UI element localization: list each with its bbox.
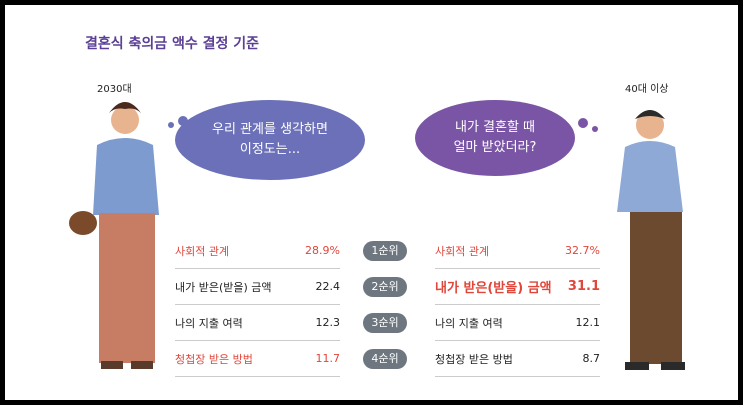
rank-badge: 4순위 — [363, 349, 407, 369]
row-label: 나의 지출 여력 — [435, 316, 503, 330]
rank-row: 내가 받은(받을) 금액 22.4 — [175, 269, 340, 305]
rank-badge: 1순위 — [363, 241, 407, 261]
bubble-dot — [168, 122, 174, 128]
row-label: 내가 받은(받을) 금액 — [175, 280, 272, 294]
bubble-dot — [592, 126, 598, 132]
rank-row: 나의 지출 여력 12.3 — [175, 305, 340, 341]
bubble-line: 얼마 받았더라? — [453, 140, 537, 155]
row-value: 11.7 — [315, 352, 341, 365]
row-value: 31.1 — [567, 279, 600, 294]
row-label: 사회적 관계 — [435, 244, 490, 258]
title: 결혼식 축의금 액수 결정 기준 — [85, 36, 260, 52]
bubble-right — [415, 100, 575, 176]
bubble-left — [175, 100, 365, 180]
row-label: 사회적 관계 — [175, 244, 230, 258]
row-label: 청첩장 받은 방법 — [435, 352, 513, 366]
row-label: 내가 받은(받을) 금액 — [435, 281, 552, 296]
row-value: 22.4 — [315, 280, 341, 293]
bubble-dot — [578, 118, 588, 128]
bubble-line: 이정도는... — [239, 142, 301, 157]
rank-row: 청첩장 받은 방법 8.7 — [435, 341, 600, 377]
bubble-dot — [178, 116, 188, 126]
row-value: 12.3 — [315, 316, 341, 329]
row-value: 12.1 — [575, 316, 601, 329]
row-value: 8.7 — [582, 352, 601, 365]
row-value: 28.9% — [305, 244, 340, 257]
rank-row: 사회적 관계 32.7% — [435, 233, 600, 269]
illustration — [69, 100, 685, 370]
rank-badge: 2순위 — [363, 277, 407, 297]
row-label: 나의 지출 여력 — [175, 316, 243, 330]
rank-badge: 3순위 — [363, 313, 407, 333]
rank-row: 내가 받은(받을) 금액 31.1 — [435, 269, 600, 305]
bubble-line: 내가 결혼할 때 — [454, 120, 536, 135]
man — [617, 110, 685, 370]
row-value: 32.7% — [565, 244, 600, 257]
group-label: 40대 이상 — [625, 84, 669, 95]
rank-row: 청첩장 받은 방법 11.7 — [175, 341, 340, 377]
rank-row: 사회적 관계 28.9% — [175, 233, 340, 269]
row-label: 청첩장 받은 방법 — [175, 352, 253, 366]
group-label: 2030대 — [97, 84, 132, 95]
bubble-line: 우리 관계를 생각하면 — [212, 122, 328, 137]
woman — [69, 102, 159, 369]
rank-row: 나의 지출 여력 12.1 — [435, 305, 600, 341]
